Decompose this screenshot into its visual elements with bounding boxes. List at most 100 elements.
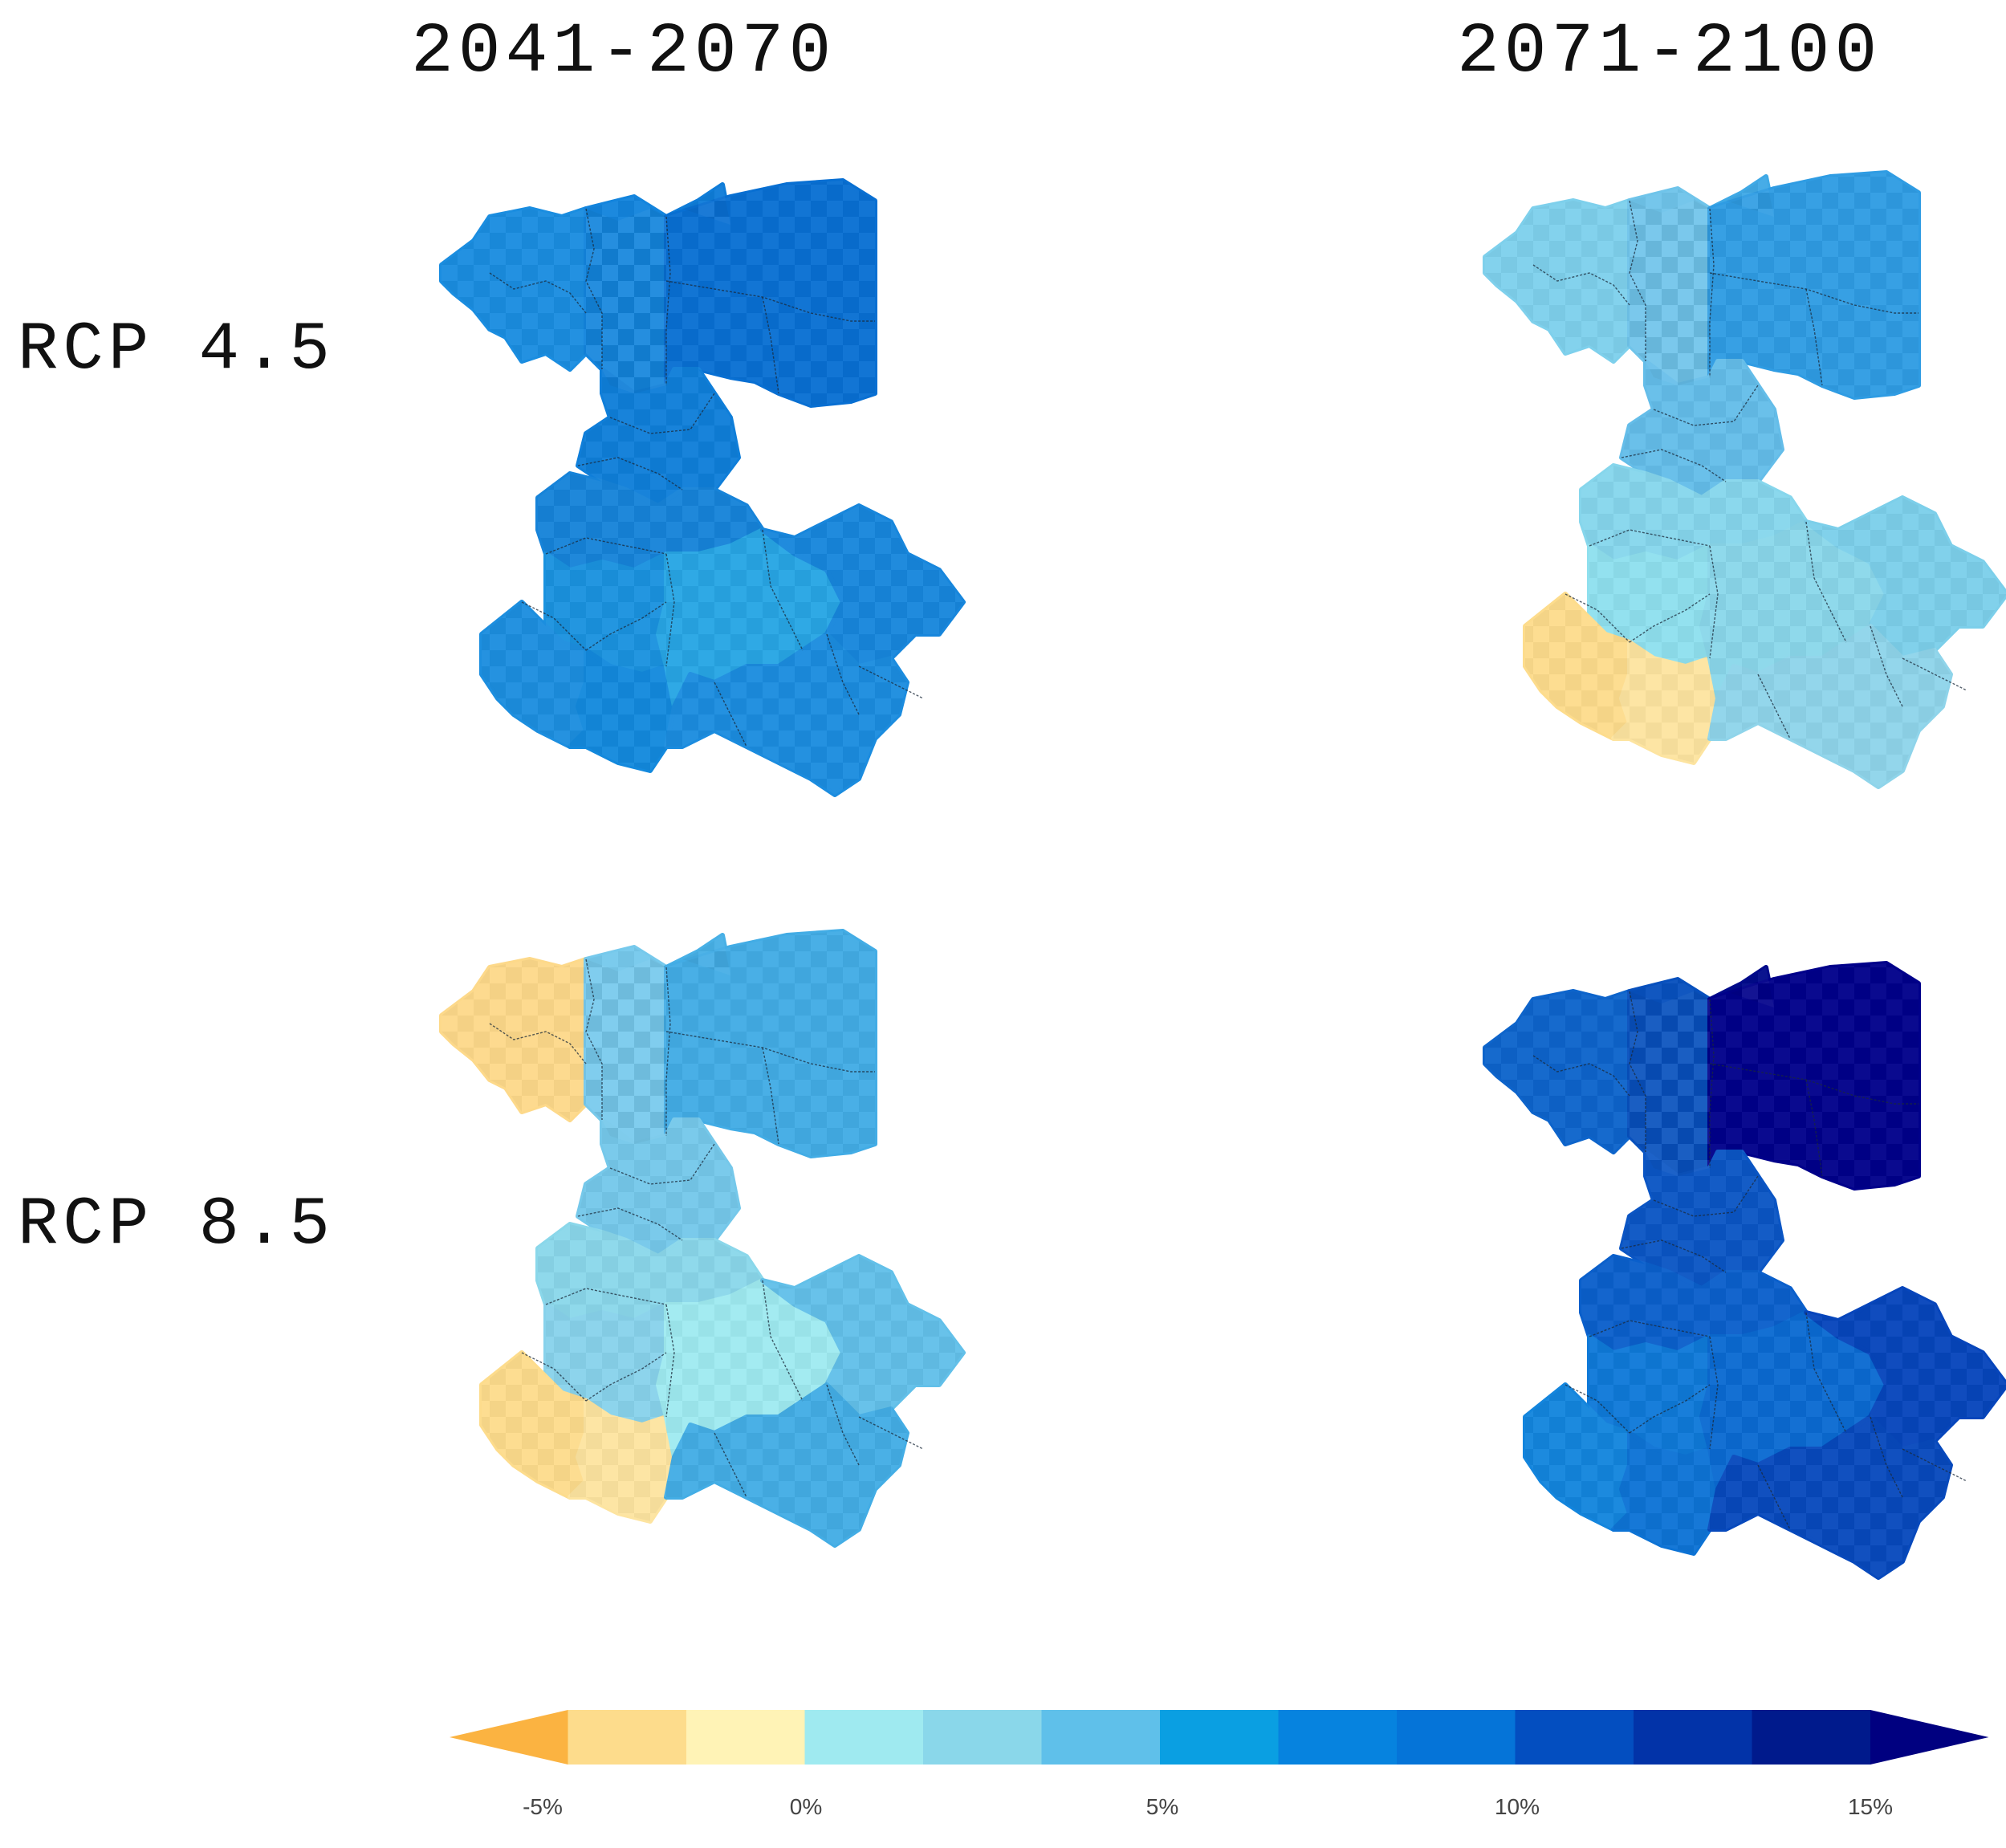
district-boundary — [762, 1280, 804, 1402]
colorbar-bin — [804, 1710, 924, 1765]
map-region-texture — [546, 1305, 666, 1425]
map-region-texture — [586, 197, 666, 393]
map-region-texture — [570, 1401, 674, 1521]
district-boundary — [826, 1384, 860, 1466]
district-boundary — [545, 537, 667, 555]
district-boundary — [577, 1207, 683, 1241]
district-boundary — [1709, 1336, 1719, 1450]
district-boundary — [545, 1288, 667, 1305]
map-region-texture — [658, 1280, 843, 1457]
map-region-texture — [1525, 1385, 1630, 1529]
map-region-texture — [1630, 979, 1710, 1176]
district-boundary — [1565, 593, 1630, 643]
panel-rcp85-2071-2100 — [1483, 961, 2006, 1580]
map-region-texture — [578, 1120, 739, 1256]
colorbar-tick-label: -5% — [523, 1794, 563, 1819]
colorbar-extend-high — [1870, 1710, 1989, 1765]
colorbar-bin — [1041, 1710, 1161, 1765]
colorbar-bin — [568, 1710, 687, 1765]
map-region-texture — [1613, 1433, 1718, 1553]
map-region-texture — [1702, 522, 1886, 698]
district-boundary — [1805, 1079, 1823, 1177]
map-region-texture — [1589, 546, 1710, 666]
district-boundary — [1709, 999, 1715, 1168]
district-boundary — [585, 208, 603, 369]
district-boundary — [1621, 1239, 1727, 1273]
district-boundary — [1532, 1055, 1630, 1097]
district-boundary — [1621, 449, 1727, 482]
colorbar-tick-label: 0% — [789, 1794, 823, 1819]
colorbar-tick-label: 5% — [1145, 1794, 1179, 1819]
panel-rcp85-2041-2070 — [439, 929, 966, 1548]
district-boundary — [1589, 529, 1711, 547]
district-boundary — [489, 1023, 587, 1064]
column-title-2041-2070: 2041-2070 — [411, 13, 836, 92]
district-boundary — [1589, 1320, 1711, 1337]
map-region-texture — [482, 1353, 586, 1497]
map-region-texture — [1581, 1256, 1806, 1353]
map-region-texture — [666, 181, 875, 405]
district-boundary — [1870, 1416, 1903, 1498]
district-boundary — [762, 296, 779, 394]
row-label-rcp45: RCP 4.5 — [18, 312, 335, 389]
map-region-texture — [1525, 594, 1630, 739]
map-region-texture — [666, 634, 907, 795]
district-boundary — [1709, 1063, 1919, 1105]
district-boundary — [1709, 272, 1919, 314]
map-region-texture — [763, 506, 963, 666]
district-boundary — [577, 457, 683, 490]
district-boundary — [1653, 1175, 1759, 1217]
colorbar — [450, 1710, 1989, 1769]
district-boundary — [826, 633, 860, 715]
map-region-texture — [1621, 1152, 1782, 1288]
district-boundary — [762, 1047, 779, 1145]
map-region-texture — [666, 931, 875, 1156]
district-boundary — [665, 216, 671, 385]
district-boundary — [1805, 1312, 1847, 1434]
map-region-texture — [1621, 361, 1782, 498]
map-region-texture — [1710, 626, 1951, 787]
district-boundary — [1805, 521, 1847, 643]
colorbar-tick-label: 10% — [1494, 1794, 1540, 1819]
district-boundary — [1629, 200, 1646, 361]
colorbar-svg — [450, 1710, 1989, 1765]
district-boundary — [665, 1031, 875, 1073]
map-region-texture — [1613, 642, 1718, 763]
map-region-texture — [1710, 963, 1919, 1188]
district-boundary — [521, 1352, 587, 1402]
map-region-texture — [570, 650, 674, 771]
district-boundary — [1629, 991, 1646, 1152]
map-region-texture — [1702, 1313, 1886, 1489]
map-region-texture — [1589, 1337, 1710, 1457]
map-region-texture — [1806, 1288, 2006, 1449]
colorbar-bin — [686, 1710, 805, 1765]
map-region-texture — [763, 1256, 963, 1417]
district-boundary — [1709, 545, 1719, 659]
district-boundary — [609, 393, 715, 434]
map-region-texture — [1710, 1417, 1951, 1577]
map-region-texture — [658, 530, 843, 706]
colorbar-bin — [1634, 1710, 1752, 1765]
colorbar-bin — [1397, 1710, 1516, 1765]
district-boundary — [1653, 385, 1759, 426]
column-title-2071-2100: 2071-2100 — [1457, 13, 1882, 92]
map-region-texture — [666, 1385, 907, 1545]
district-boundary — [665, 1304, 675, 1418]
map-region-texture — [538, 1224, 763, 1321]
map-region-texture — [482, 602, 586, 747]
colorbar-bin — [1278, 1710, 1398, 1765]
map-region-texture — [1806, 498, 2006, 658]
colorbar-bin — [1515, 1710, 1634, 1765]
district-boundary — [1565, 1384, 1630, 1434]
row-label-rcp85: RCP 8.5 — [18, 1187, 335, 1264]
colorbar-bin — [1752, 1710, 1871, 1765]
district-boundary — [1870, 625, 1903, 707]
district-boundary — [665, 967, 671, 1136]
district-boundary — [489, 272, 587, 314]
map-region-texture — [586, 947, 666, 1144]
district-boundary — [665, 280, 875, 322]
district-boundary — [585, 959, 603, 1120]
map-rcp85-2071-2100 — [1469, 935, 2006, 1634]
district-boundary — [665, 553, 675, 667]
district-boundary — [1709, 208, 1715, 377]
